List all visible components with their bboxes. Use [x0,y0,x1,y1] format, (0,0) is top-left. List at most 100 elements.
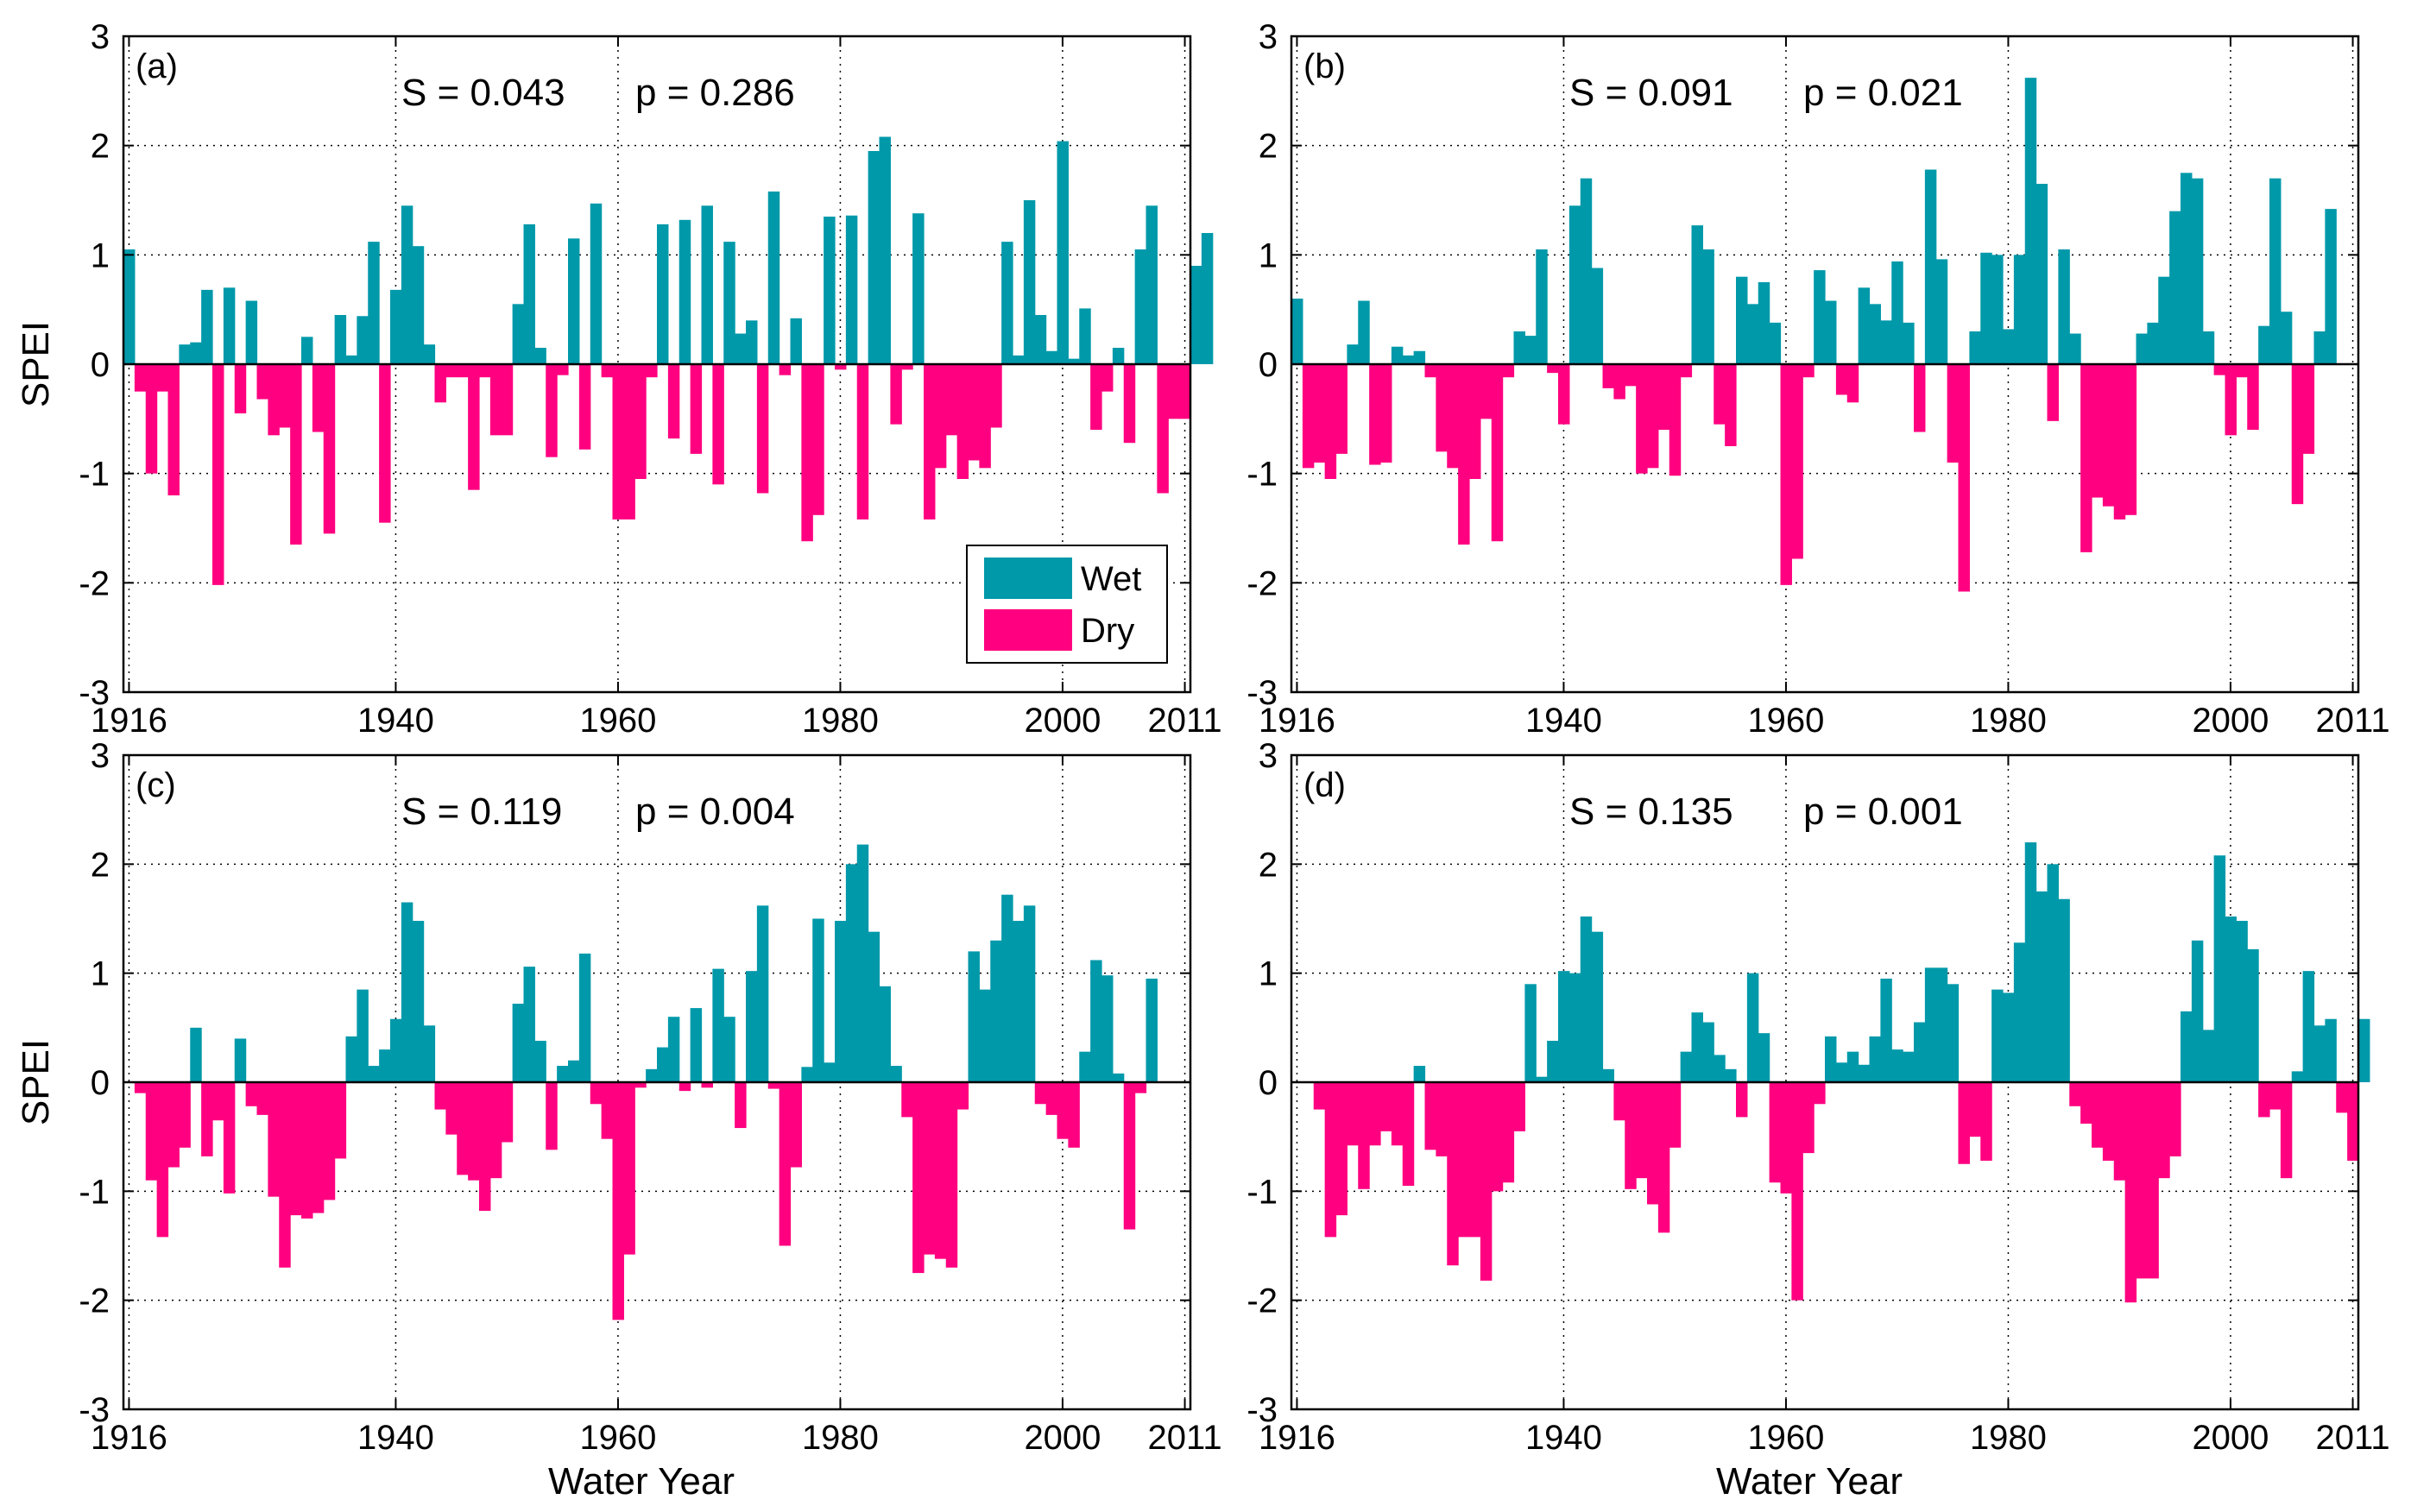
dry-bar [2113,1082,2126,1181]
dry-bar [634,364,647,479]
dry-bar [1558,364,1570,425]
y-tick-label: 2 [1259,128,1278,166]
wet-bar [1045,350,1058,364]
dry-bar [1636,1082,1648,1179]
wet-bar [1835,1062,1848,1082]
wet-bar [423,1025,436,1082]
y-tick-label: -2 [1247,564,1278,602]
wet-bar [1023,905,1036,1082]
dry-bar [1335,1082,1348,1216]
wet-bar [746,320,758,364]
dry-bar [1502,1082,1515,1183]
wet-bar [890,1066,902,1082]
dry-bar [801,364,813,542]
dry-bar [1802,1082,1815,1154]
dry-bar [1391,1082,1404,1146]
dry-bar [379,364,391,523]
wet-bar [1112,1073,1125,1082]
dry-bar [779,364,792,375]
wet-bar [345,1036,357,1082]
panel-b-frame [1290,35,2360,694]
wet-bar [1034,315,1047,364]
x-tick-label: 2000 [1024,1419,1101,1457]
dry-bar [234,364,247,413]
wet-bar [845,864,858,1082]
x-tick-label: 1980 [802,702,879,740]
dry-bar [901,1082,913,1118]
dry-bar [1480,364,1493,419]
dry-bar [835,364,847,370]
dry-bar [1168,364,1180,419]
wet-bar [234,1038,247,1082]
wet-bar [735,333,747,364]
wet-bar [845,215,858,364]
wet-bar [1825,1036,1837,1082]
wet-bar [1402,355,1415,364]
dry-bar [612,1082,624,1320]
panel-c-label: (c) [136,766,176,804]
dry-bar [968,364,980,461]
wet-bar [1691,225,1703,364]
dry-bar [924,1082,936,1255]
wet-bar [879,136,891,364]
dry-bar [156,1082,169,1238]
dry-bar [290,364,302,545]
x-tick-label: 1916 [91,1419,167,1457]
dry-bar [457,364,469,378]
dry-bar [323,364,336,534]
wet-bar [578,953,591,1082]
wet-bar [1702,1022,1714,1082]
panel-d-frame [1290,753,2360,1411]
y-tick-label: 2 [1259,846,1278,884]
dry-bar [501,1082,514,1143]
wet-bar [2136,333,2148,364]
wet-bar [2258,325,2270,364]
dry-bar [312,364,325,432]
dry-bar [779,1082,792,1246]
y-tick-label: 0 [91,1064,110,1102]
wet-bar [1568,205,1581,364]
wet-bar [1858,287,1871,364]
wet-bar [1090,960,1102,1082]
wet-bar [568,238,580,364]
wet-bar [646,1068,658,1082]
dry-bar [1436,1082,1448,1156]
wet-bar [1146,978,1158,1082]
wet-bar [2191,178,2204,364]
dry-bar [1958,1082,1970,1164]
dry-bar [2280,1082,2293,1179]
wet-bar [746,971,758,1082]
y-tick-label: -2 [1247,1282,1278,1320]
dry-bar [646,364,658,378]
y-tick-label: -3 [79,1391,110,1429]
dry-bar [479,364,491,378]
dry-bar [1045,1082,1058,1115]
wet-bar [756,905,769,1082]
wet-bar [812,918,824,1082]
x-tick-label: 1916 [1259,1419,1335,1457]
dry-bar [2158,1082,2170,1179]
dry-bar [1313,1082,1326,1110]
x-tick-label: 2000 [2192,702,2269,740]
wet-bar [2013,942,2026,1082]
wet-bar [2213,855,2226,1082]
panel-b-s-statistic: S = 0.091 [1569,72,1733,114]
dry-bar [1947,364,1960,463]
wet-bar [1201,233,1214,364]
x-tick-label: 1980 [1970,1419,2047,1457]
dry-bar [790,1082,802,1168]
dry-bar [623,1082,635,1255]
y-tick-label: 1 [1259,236,1278,274]
y-tick-label: 3 [1259,737,1278,775]
wet-bar [2280,312,2293,364]
dry-bar [1657,364,1670,430]
legend-wet-label: Wet [1081,560,1141,598]
wet-bar [1903,322,1915,364]
wet-bar [245,300,258,364]
wet-bar [2003,992,2015,1082]
dry-bar [2080,364,2092,552]
dry-bar [945,364,958,436]
wet-bar [824,217,836,364]
dry-bar [912,1082,925,1274]
